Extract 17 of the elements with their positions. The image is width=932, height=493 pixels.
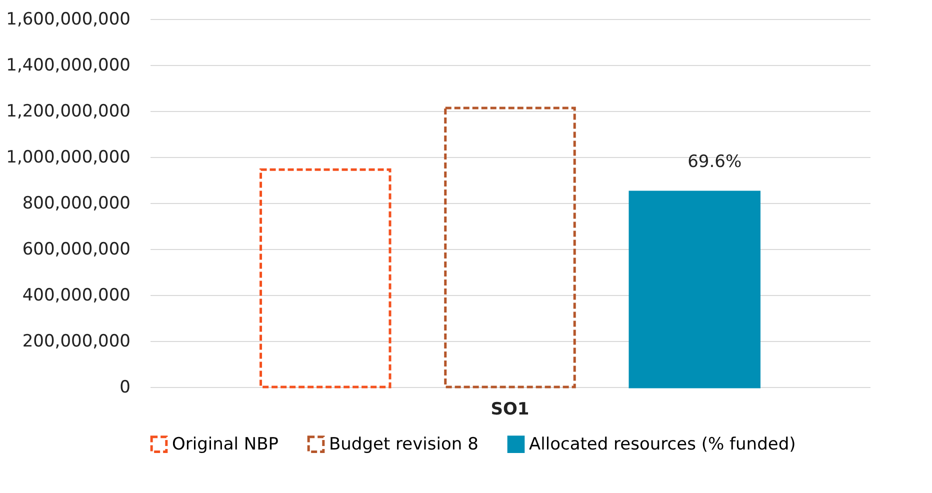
bar [444, 106, 576, 388]
legend-label: Original NBP [172, 434, 279, 454]
y-tick-label: 1,000,000,000 [6, 148, 130, 168]
bar [628, 190, 760, 388]
y-tick-label: 1,400,000,000 [6, 56, 130, 76]
y-tick-label: 400,000,000 [22, 286, 130, 306]
y-tick-label: 1,200,000,000 [6, 102, 130, 122]
annotation: 69.6% [688, 152, 742, 172]
legend-label: Budget revision 8 [329, 434, 478, 454]
y-tick-label: 1,600,000,000 [6, 10, 130, 30]
y-tick-label: 200,000,000 [22, 332, 130, 352]
legend-label: Allocated resources (% funded) [529, 434, 796, 454]
y-tick-label: 600,000,000 [22, 240, 130, 260]
bar [260, 168, 392, 388]
y-tick-label: 0 [120, 378, 130, 398]
x-tick-label: SO1 [490, 400, 530, 420]
y-tick-label: 800,000,000 [22, 194, 130, 214]
